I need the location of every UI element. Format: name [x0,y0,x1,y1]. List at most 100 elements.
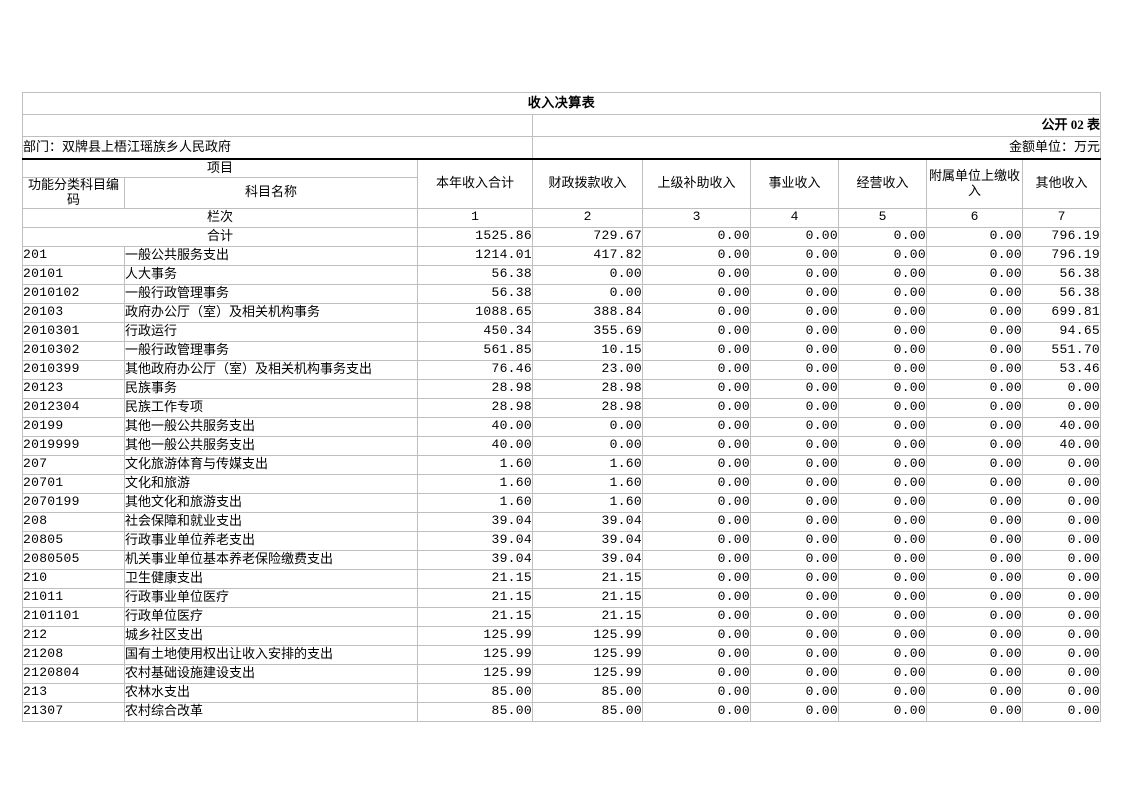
cell-amount-col-6: 0.00 [926,283,1023,304]
cell-amount-col-6: 0.00 [926,264,1023,285]
cell-amount-col-5: 0.00 [838,530,927,551]
cell-amount-col-1: 21.15 [417,606,533,627]
cell-amount-col-6: 0.00 [926,321,1023,342]
table-row: 20123 民族事务 28.98 28.98 0.00 0.00 0.00 0.00 0.00 [22,378,1102,399]
table-row: 2070199 其他文化和旅游支出 1.60 1.60 0.00 0.00 0.00 0.00… [22,492,1102,513]
cell-amount-col-2: 21.15 [532,568,643,589]
cell-amount-col-5: 0.00 [838,492,927,513]
cell-amount-col-5: 0.00 [838,264,927,285]
cell-amount-col-5: 0.00 [838,378,927,399]
total-value-5: 0.00 [838,226,927,247]
cell-function-code: 20101 [22,264,125,285]
cell-amount-col-3: 0.00 [642,549,751,570]
cell-amount-col-6: 0.00 [926,473,1023,494]
cell-function-code: 2120804 [22,663,125,684]
cell-function-code: 20805 [22,530,125,551]
cell-amount-col-2: 39.04 [532,549,643,570]
cell-amount-col-1: 1.60 [417,473,533,494]
cell-function-code: 20123 [22,378,125,399]
cell-amount-col-4: 0.00 [750,264,839,285]
cell-amount-col-7: 0.00 [1021,701,1102,722]
cell-amount-col-5: 0.00 [838,625,927,646]
cell-function-code: 2070199 [22,492,125,513]
cell-amount-col-2: 0.00 [532,416,643,437]
table-body: 201 一般公共服务支出 1214.01 417.82 0.00 0.00 0.00 0.00… [22,245,1102,722]
cell-amount-col-7: 0.00 [1021,644,1102,665]
cell-amount-col-6: 0.00 [926,587,1023,608]
cell-amount-col-4: 0.00 [750,416,839,437]
cell-amount-col-3: 0.00 [642,511,751,532]
table-row: 20805 行政事业单位养老支出 39.04 39.04 0.00 0.00 0.00 0.0… [22,530,1102,551]
table-row: 208 社会保障和就业支出 39.04 39.04 0.00 0.00 0.00 0.00 0.… [22,511,1102,532]
cell-function-code: 2012304 [22,397,125,418]
cell-amount-col-3: 0.00 [642,435,751,456]
table-row: 20101 人大事务 56.38 0.00 0.00 0.00 0.00 0.00 56.38 [22,264,1102,285]
cell-amount-col-3: 0.00 [642,264,751,285]
table-row: 2120804 农村基础设施建设支出 125.99 125.99 0.00 0.00 0.0… [22,663,1102,684]
cell-amount-col-7: 0.00 [1021,511,1102,532]
cell-amount-col-2: 85.00 [532,682,643,703]
total-row: 合计 1525.86 729.67 0.00 0.00 0.00 0.00 79… [22,226,1102,247]
cell-amount-col-5: 0.00 [838,663,927,684]
cell-amount-col-7: 40.00 [1021,435,1102,456]
header-code-col: 功能分类科目编码 [22,177,125,209]
cell-amount-col-2: 28.98 [532,397,643,418]
cell-subject-name: 机关事业单位基本养老保险缴费支出 [124,549,418,570]
cell-amount-col-1: 1.60 [417,454,533,475]
cell-function-code: 207 [22,454,125,475]
cell-amount-col-2: 125.99 [532,644,643,665]
cell-amount-col-2: 0.00 [532,435,643,456]
cell-amount-col-3: 0.00 [642,568,751,589]
column-index-row: 栏次 1 2 3 4 5 6 7 [22,207,1102,228]
cell-amount-col-4: 0.00 [750,625,839,646]
column-index-2: 2 [532,207,643,228]
cell-amount-col-3: 0.00 [642,397,751,418]
cell-subject-name: 一般公共服务支出 [124,245,418,266]
cell-subject-name: 民族事务 [124,378,418,399]
cell-amount-col-2: 1.60 [532,473,643,494]
cell-amount-col-1: 450.34 [417,321,533,342]
table-row: 20199 其他一般公共服务支出 40.00 0.00 0.00 0.00 0.00 0.00… [22,416,1102,437]
cell-function-code: 2101101 [22,606,125,627]
cell-amount-col-6: 0.00 [926,378,1023,399]
column-index-3: 3 [642,207,751,228]
table-row: 2012304 民族工作专项 28.98 28.98 0.00 0.00 0.00 0.00 0… [22,397,1102,418]
cell-amount-col-5: 0.00 [838,701,927,722]
page-title: 收入决算表 [21,92,1102,115]
cell-amount-col-7: 53.46 [1021,359,1102,380]
table-row: 201 一般公共服务支出 1214.01 417.82 0.00 0.00 0.00 0.00… [22,245,1102,266]
cell-amount-col-1: 28.98 [417,378,533,399]
cell-amount-col-3: 0.00 [642,530,751,551]
income-statement-table: 收入决算表 公开 02 表 部门：双牌县上梧江瑶族乡人民政府 金额单位：万元 项… [21,92,1102,722]
cell-amount-col-5: 0.00 [838,397,927,418]
cell-amount-col-7: 551.70 [1021,340,1102,361]
cell-subject-name: 行政事业单位养老支出 [124,530,418,551]
cell-amount-col-1: 1214.01 [417,245,533,266]
cell-amount-col-2: 39.04 [532,530,643,551]
cell-amount-col-7: 0.00 [1021,549,1102,570]
cell-amount-col-6: 0.00 [926,435,1023,456]
cell-amount-col-6: 0.00 [926,663,1023,684]
cell-amount-col-7: 0.00 [1021,492,1102,513]
cell-amount-col-6: 0.00 [926,530,1023,551]
cell-amount-col-1: 125.99 [417,625,533,646]
sheet-number-badge: 公开 02 表 [531,114,1102,137]
cell-amount-col-2: 355.69 [532,321,643,342]
cell-amount-col-1: 39.04 [417,549,533,570]
header-col-3: 上级补助收入 [642,158,751,209]
cell-amount-col-7: 0.00 [1021,606,1102,627]
cell-amount-col-7: 0.00 [1021,682,1102,703]
header-col-5: 经营收入 [838,158,927,209]
cell-amount-col-1: 125.99 [417,644,533,665]
cell-amount-col-5: 0.00 [838,321,927,342]
cell-amount-col-5: 0.00 [838,606,927,627]
cell-amount-col-7: 796.19 [1021,245,1102,266]
cell-amount-col-4: 0.00 [750,283,839,304]
cell-amount-col-5: 0.00 [838,682,927,703]
cell-function-code: 2010302 [22,340,125,361]
cell-amount-col-1: 125.99 [417,663,533,684]
table-row: 2101101 行政单位医疗 21.15 21.15 0.00 0.00 0.00 0.00 0… [22,606,1102,627]
cell-amount-col-7: 40.00 [1021,416,1102,437]
cell-subject-name: 文化和旅游 [124,473,418,494]
